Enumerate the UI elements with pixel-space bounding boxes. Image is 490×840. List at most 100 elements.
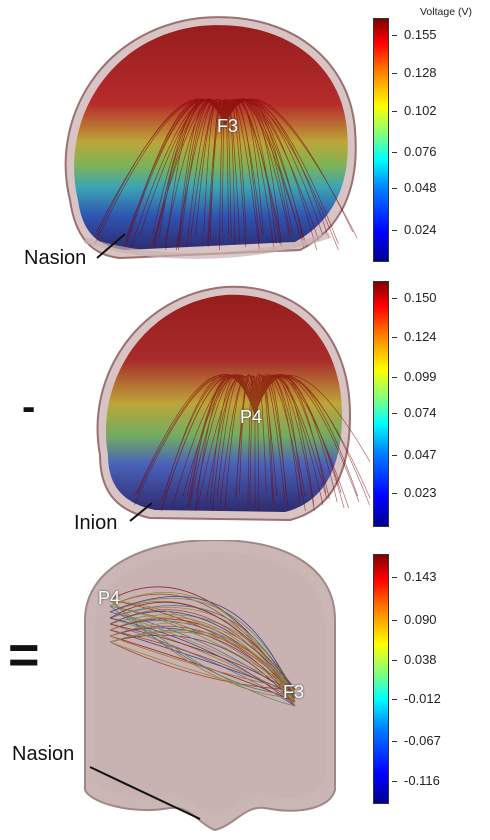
colorbar-2 (373, 281, 389, 527)
field-line (254, 375, 338, 503)
field-line (109, 601, 296, 691)
colorbar-1-tick: 0.102 (392, 103, 437, 118)
nasion-pointer (96, 233, 126, 259)
field-line (254, 376, 260, 512)
electrode-label-p4: P4 (240, 407, 263, 427)
head-model-difference (84, 540, 336, 832)
field-line (254, 375, 324, 506)
field-line (254, 375, 315, 506)
panel-difference: = P4 F3 Nasion 0.143 0.090 0.038 -0.012 … (0, 540, 490, 840)
colorbar-2-tick: 0.023 (392, 485, 437, 500)
field-line (249, 375, 256, 506)
field-line (109, 605, 296, 695)
field-line (254, 374, 327, 494)
field-line (152, 99, 226, 245)
field-line (235, 374, 256, 500)
field-line (254, 375, 301, 503)
field-line (224, 99, 260, 242)
field-line (137, 374, 256, 494)
panel-p4: - P4 Inion 0.150 0.124 0.099 0.074 0.047… (0, 275, 490, 540)
colorbar-2-tick: 0.047 (392, 447, 437, 462)
field-line (109, 618, 296, 699)
field-line (139, 98, 226, 236)
field-line (109, 629, 296, 703)
landmark-label-inion: Inion (74, 512, 118, 534)
colorbar-1-tick: 0.048 (392, 180, 437, 195)
field-line (224, 98, 247, 233)
landmark-label-nasion-diff: Nasion (12, 743, 75, 765)
colorbar-3 (373, 554, 389, 804)
field-line (224, 99, 330, 239)
field-line (224, 100, 246, 248)
head-model-p4 (96, 285, 370, 522)
nasion-pointer-diff (89, 766, 201, 820)
field-line (171, 376, 256, 509)
field-line (109, 605, 296, 691)
field-line (221, 98, 226, 233)
field-line (109, 617, 296, 699)
field-line (175, 100, 226, 251)
colorbar-3-tick: -0.012 (392, 691, 441, 706)
field-line (109, 611, 296, 691)
field-line (109, 592, 296, 707)
field-line (247, 375, 256, 503)
field-line (182, 374, 256, 497)
field-line (109, 609, 296, 699)
landmark-label-nasion: Nasion (24, 247, 87, 269)
colorbar-1-tick: 0.076 (392, 144, 437, 159)
colorbar-2-tick: 0.150 (392, 290, 437, 305)
colorbar-2-tick: 0.074 (392, 405, 437, 420)
equals-operator: = (8, 625, 40, 685)
field-line (224, 98, 291, 233)
field-line (224, 98, 263, 236)
field-line (109, 623, 296, 695)
field-line (235, 374, 256, 497)
field-line (254, 374, 302, 497)
colorbar-2-tick: 0.124 (392, 329, 437, 344)
field-line (109, 625, 296, 707)
field-line (224, 98, 293, 236)
field-line (109, 599, 296, 707)
field-line (254, 374, 267, 494)
field-line (125, 99, 226, 239)
electrode-label-f3-diff: F3 (283, 682, 305, 702)
field-line (219, 100, 226, 251)
field-line (94, 99, 226, 245)
field-line (109, 611, 296, 699)
colorbar-3-tick: 0.090 (392, 612, 437, 627)
colorbar-2-tick: 0.099 (392, 369, 437, 384)
electrode-label-f3: F3 (217, 116, 239, 136)
panel-f3: F3 Nasion Voltage (V) 0.155 0.128 0.102 … (0, 0, 490, 275)
colorbar-title: Voltage (V) (420, 6, 472, 18)
field-line (109, 631, 296, 695)
field-line (109, 617, 296, 707)
colorbar-1-tick: 0.024 (392, 222, 437, 237)
field-line (96, 98, 226, 233)
colorbar-3-tick: 0.038 (392, 652, 437, 667)
field-line (109, 611, 296, 691)
field-line (109, 616, 296, 707)
field-line (254, 375, 370, 506)
colorbar-3-tick: -0.067 (392, 733, 441, 748)
field-line (109, 622, 296, 695)
field-line (109, 596, 296, 703)
head-model-f3 (64, 16, 358, 260)
field-line (207, 99, 226, 245)
field-line (109, 629, 296, 703)
field-line (224, 99, 281, 245)
field-line (109, 623, 296, 707)
colorbar-3-tick: -0.116 (392, 773, 440, 788)
field-line (224, 99, 277, 245)
field-line (254, 374, 306, 497)
colorbar-1 (373, 18, 389, 262)
colorbar-3-tick: 0.143 (392, 569, 437, 584)
field-line (224, 98, 264, 236)
field-line (109, 629, 296, 695)
electrode-label-p4-diff: P4 (98, 588, 121, 608)
colorbar-1-tick: 0.155 (392, 27, 437, 42)
field-line (164, 374, 256, 500)
inion-pointer (129, 502, 153, 522)
minus-operator: - (22, 385, 36, 429)
colorbar-1-tick: 0.128 (392, 65, 437, 80)
field-line (109, 635, 296, 691)
